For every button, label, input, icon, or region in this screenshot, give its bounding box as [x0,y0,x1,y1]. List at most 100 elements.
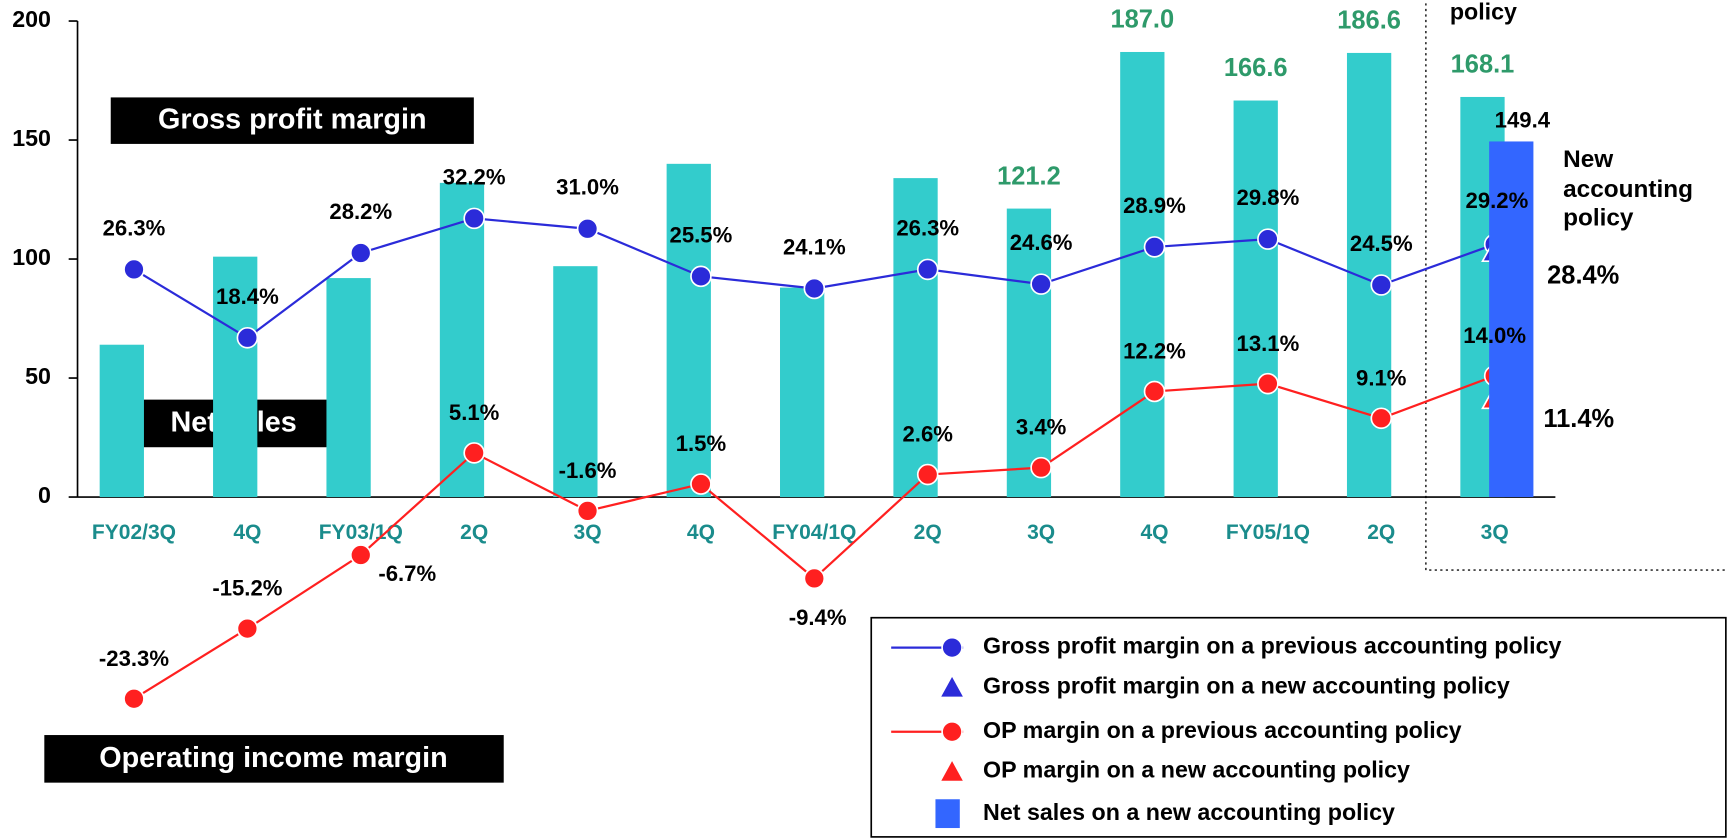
point [236,327,259,349]
value-label: 24.1% [783,234,846,259]
value-label: -23.3% [99,646,169,671]
x-tick-label: FY03/1Q [319,521,403,544]
legend-label: OP margin on a new accounting policy [983,757,1410,783]
point [123,258,145,281]
value-label: 28.2% [329,199,392,224]
point [1370,407,1393,430]
legend-marker [935,799,960,829]
value-label: 9.1% [1356,365,1407,390]
point [236,617,259,640]
point [916,258,939,281]
point [1143,380,1166,403]
legend-label: Gross profit margin on a new accounting … [983,673,1510,699]
legend-marker [941,720,963,743]
x-tick-label: 4Q [233,521,261,544]
y-tick-label: 200 [12,6,51,32]
value-label: -6.7% [378,561,436,586]
value-label: -1.6% [559,458,617,483]
new-policy-note: policy [1563,205,1634,232]
bar [1120,51,1165,498]
value-label: 11.4% [1543,405,1614,433]
y-tick-label: 50 [25,363,51,389]
point [576,500,599,522]
bar [893,178,938,498]
point [1370,274,1393,296]
y-tick-label: 100 [12,244,51,270]
value-label: 3.4% [1016,415,1067,440]
new-policy-note: accounting [1563,176,1693,203]
legend-marker [938,757,966,783]
value-label: 166.6 [1224,54,1288,82]
bar [1233,100,1278,498]
value-label: 32.2% [443,164,506,189]
x-tick-label: 3Q [574,521,602,544]
point [916,463,939,486]
legend-marker [941,636,963,659]
point [1030,273,1052,295]
y-tick-label: 150 [12,125,51,151]
x-tick-label: 4Q [1140,521,1168,544]
point [690,473,712,495]
value-label: -15.2% [212,576,282,601]
bar [213,256,258,498]
value-label: 28.9% [1123,193,1186,218]
point [463,442,485,464]
annotation: Gross profit margin [158,103,427,135]
point [1030,456,1052,479]
value-label: 31.0% [556,175,619,200]
value-label: -9.4% [789,605,847,630]
bar [1006,208,1052,498]
value-label: 1.5% [676,431,727,456]
new-policy-note: New [1563,146,1613,173]
y-tick-label: 0 [38,482,51,508]
bar [553,266,598,498]
value-label: 26.3% [103,215,166,240]
value-label: 26.3% [896,215,959,240]
legend-label: OP margin on a previous accounting polic… [983,717,1462,743]
value-label: 12.2% [1123,339,1186,364]
bar [99,344,144,498]
x-tick-label: FY02/3Q [92,521,176,544]
point [463,207,485,230]
value-label: 168.1 [1451,51,1515,79]
value-label: 186.6 [1337,7,1401,35]
x-tick-label: 2Q [1367,521,1395,544]
point [349,544,372,566]
x-tick-label: 3Q [1481,521,1509,544]
annotation: Operating income margin [99,742,447,774]
value-label: 121.2 [997,162,1061,190]
value-label: 29.2% [1466,188,1529,213]
value-label: 14.0% [1463,323,1526,348]
x-tick-label: 4Q [687,521,715,544]
point [1257,372,1279,395]
value-label: 187.0 [1110,6,1174,34]
x-tick-label: FY04/1Q [772,521,856,544]
top-note: policy [1450,0,1517,24]
x-tick-label: FY05/1Q [1226,521,1310,544]
bar [666,163,711,498]
legend-label: Gross profit margin on a previous accoun… [983,633,1561,659]
point [1143,236,1166,258]
point [803,277,826,300]
value-label: 28.4% [1547,261,1619,289]
point [349,242,372,264]
point [1257,228,1279,250]
value-label: 24.5% [1350,231,1413,256]
point [690,265,712,288]
value-label: 13.1% [1237,331,1300,356]
value-label: 18.4% [216,284,279,309]
legend [870,616,1727,838]
point [803,567,826,590]
point [576,217,599,240]
x-tick-label: 2Q [460,521,488,544]
value-label: 25.5% [670,222,733,247]
x-tick-label: 3Q [1027,521,1055,544]
value-label: 2.6% [902,422,953,447]
value-label: 5.1% [449,400,500,425]
bar [780,287,825,498]
value-label: 29.8% [1237,185,1300,210]
legend-marker [938,673,966,699]
legend-label: Net sales on a new accounting policy [983,799,1395,825]
